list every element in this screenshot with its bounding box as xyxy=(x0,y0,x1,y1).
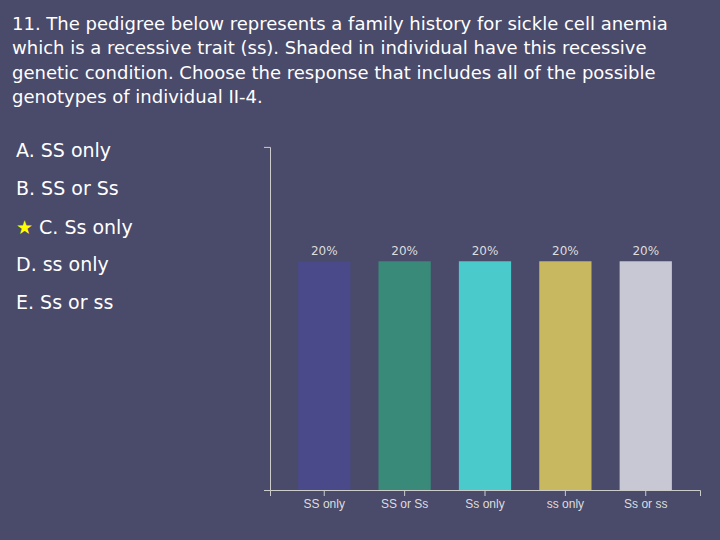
x-tick: Ss only xyxy=(465,490,504,511)
bars xyxy=(298,261,672,490)
bar xyxy=(298,261,350,490)
background xyxy=(0,0,720,540)
x-tick-mark xyxy=(485,490,486,496)
data-label: 20% xyxy=(391,244,418,258)
data-label: 20% xyxy=(552,244,579,258)
annotation: B. SS or Ss xyxy=(16,177,119,199)
x-axis: SS only SS or Ss Ss only ss only Ss or ss xyxy=(271,490,701,511)
title: 11. The pedigree below represents a fami… xyxy=(12,13,668,107)
x-tick: ss only xyxy=(547,490,584,511)
x-axis-line xyxy=(271,491,701,497)
bar xyxy=(539,261,591,490)
data-label: 20% xyxy=(311,244,338,258)
x-tick-label: SS or Ss xyxy=(381,497,428,511)
data-label: 20% xyxy=(632,244,659,258)
bar xyxy=(620,261,672,490)
data-labels: 20% 20% 20% 20% 20% xyxy=(311,244,659,258)
annotation: A. SS only xyxy=(16,139,111,161)
bar xyxy=(379,261,431,490)
x-tick: SS or Ss xyxy=(381,490,428,511)
x-tick-mark xyxy=(645,490,646,496)
x-tick-label: ss only xyxy=(547,497,584,511)
x-tick-mark xyxy=(324,490,325,496)
bar xyxy=(459,261,511,490)
annotation: ★ C. Ss only xyxy=(16,215,133,237)
x-tick-label: SS only xyxy=(304,497,345,511)
x-tick-label: Ss or ss xyxy=(624,497,667,511)
y-axis-line xyxy=(264,147,271,490)
x-tick-label: Ss only xyxy=(465,497,504,511)
annotation: D. ss only xyxy=(16,253,109,275)
chart: 11. The pedigree below represents a fami… xyxy=(0,0,720,540)
y-axis xyxy=(264,147,271,490)
x-tick-mark xyxy=(565,490,566,496)
x-tick: SS only xyxy=(304,490,345,511)
x-tick-mark xyxy=(404,490,405,496)
x-tick: Ss or ss xyxy=(624,490,667,511)
annotation: E. Ss or ss xyxy=(16,291,113,313)
data-label: 20% xyxy=(472,244,499,258)
